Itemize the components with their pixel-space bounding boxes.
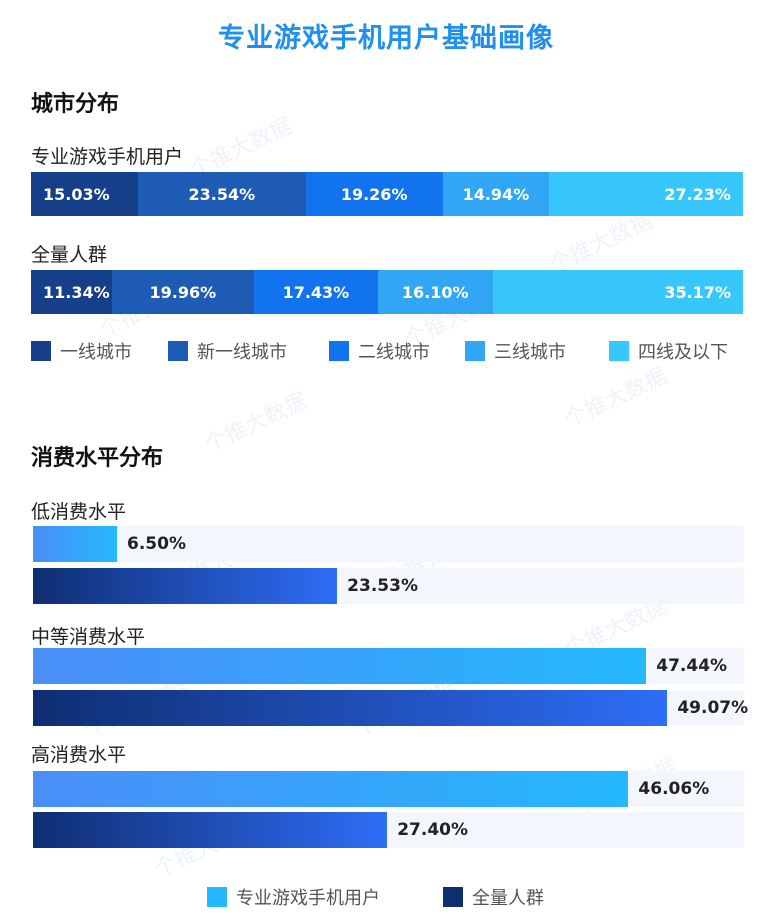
bar-segment: 11.34% [31,270,112,314]
data-label: 27.40% [397,820,469,840]
bar [33,648,647,684]
legend-label: 二线城市 [358,342,430,363]
data-label: 23.54% [188,184,256,204]
bar [33,526,118,562]
consumption-group-label: 低消费水平 [31,501,127,523]
bar-segment: 19.26% [305,172,443,216]
page-title: 专业游戏手机用户基础画像 [218,23,554,54]
legend-label: 四线及以下 [638,342,728,363]
bar-segment: 17.43% [253,270,378,314]
legend-swatch [443,887,463,907]
data-label: 19.26% [340,184,408,204]
legend-label: 专业游戏手机用户 [236,888,380,909]
data-label: 46.06% [638,779,710,799]
legend-label: 新一线城市 [197,342,287,363]
watermark-text: 个推大数据 [560,363,672,433]
legend-item: 专业游戏手机用户 [207,884,380,910]
consumption-section-title: 消费水平分布 [31,446,164,471]
legend-item: 三线城市 [465,338,566,364]
city-group-label: 全量人群 [31,244,108,266]
bar-segment: 35.17% [492,270,743,314]
data-label: 49.07% [677,698,749,718]
bar-track [33,526,744,562]
stacked-bar: 11.34% 19.96% 17.43% 16.10% 35.17% [31,270,743,314]
legend-label: 全量人群 [472,888,544,909]
bar-segment: 19.96% [111,270,254,314]
city-group-label: 专业游戏手机用户 [31,146,184,168]
bar [33,568,338,604]
legend-swatch [329,341,349,361]
data-label: 47.44% [656,656,728,676]
data-label: 11.34% [43,282,110,302]
city-section-title: 城市分布 [31,92,120,117]
legend-item: 新一线城市 [168,338,287,364]
watermark-text: 个推大数据 [200,388,312,458]
legend-swatch [609,341,629,361]
legend-label: 三线城市 [494,342,566,363]
data-label: 15.03% [43,184,110,204]
bar-segment: 15.03% [31,172,138,216]
legend-item: 二线城市 [329,338,430,364]
bar [33,771,629,807]
bar-segment: 16.10% [377,270,493,314]
bar [33,812,388,848]
data-label: 16.10% [401,282,469,302]
data-label: 27.23% [664,184,731,204]
data-label: 17.43% [282,282,350,302]
consumption-group-label: 中等消费水平 [31,626,146,648]
consumption-group-label: 高消费水平 [31,744,127,766]
legend-item: 全量人群 [443,884,544,910]
legend-swatch [31,341,51,361]
data-label: 35.17% [664,282,731,302]
bar-segment: 14.94% [442,172,550,216]
legend-swatch [465,341,485,361]
legend-item: 一线城市 [31,338,132,364]
legend-label: 一线城市 [60,342,132,363]
stacked-bar: 15.03% 23.54% 19.26% 14.94% 27.23% [31,172,743,216]
legend-item: 四线及以下 [609,338,728,364]
data-label: 23.53% [347,576,418,596]
legend-swatch [207,887,227,907]
legend-swatch [168,341,188,361]
data-label: 6.50% [127,534,186,554]
data-label: 14.94% [462,184,530,204]
bar-segment: 27.23% [549,172,743,216]
data-label: 19.96% [149,282,217,302]
bar-segment: 23.54% [138,172,306,216]
bar [33,690,668,726]
